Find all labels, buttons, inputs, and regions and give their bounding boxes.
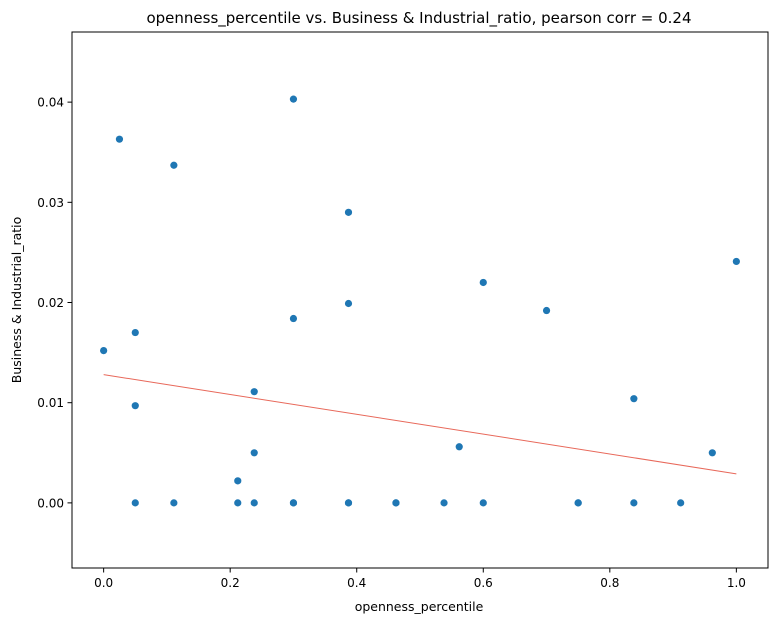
data-point (392, 499, 400, 507)
data-point (250, 388, 258, 396)
y-tick-label: 0.03 (37, 196, 64, 210)
data-point (170, 161, 178, 169)
data-point (234, 499, 242, 507)
data-point (630, 395, 638, 403)
data-point (131, 499, 139, 507)
data-point (542, 306, 551, 315)
trend-line (103, 374, 737, 475)
y-tick-label: 0.02 (37, 296, 64, 310)
data-point (344, 299, 353, 308)
data-point (234, 477, 242, 485)
x-axis-label: openness_percentile (355, 599, 484, 614)
data-point (344, 208, 353, 216)
data-point (289, 499, 298, 507)
data-point (344, 499, 353, 507)
y-tick-label: 0.01 (37, 396, 64, 410)
x-axis: 0.0 0.2 0.4 0.6 0.8 1.0 (94, 568, 746, 590)
data-point (170, 499, 178, 507)
data-point (455, 443, 463, 451)
y-axis: 0.00 0.01 0.02 0.03 0.04 (37, 96, 72, 510)
x-tick-label: 0.8 (600, 576, 619, 590)
data-point (100, 346, 108, 355)
data-point (479, 278, 487, 287)
data-point (289, 314, 298, 323)
data-point (289, 95, 298, 103)
data-point (479, 499, 487, 507)
data-point (131, 328, 139, 337)
data-point (131, 402, 139, 410)
data-point (677, 499, 685, 507)
data-point (250, 449, 258, 457)
data-point (115, 135, 124, 143)
data-point (708, 449, 716, 457)
data-point (250, 499, 258, 507)
chart-title: openness_percentile vs. Business & Indus… (146, 9, 691, 28)
plot-area (100, 95, 740, 507)
data-point (440, 499, 448, 507)
x-tick-label: 0.0 (94, 576, 113, 590)
x-tick-label: 0.4 (347, 576, 366, 590)
data-point (630, 499, 638, 507)
x-tick-label: 1.0 (727, 576, 746, 590)
y-tick-label: 0.00 (37, 496, 64, 510)
y-axis-label: Business & Industrial_ratio (9, 217, 24, 384)
data-point (732, 257, 740, 266)
x-tick-label: 0.6 (474, 576, 493, 590)
y-tick-label: 0.04 (37, 96, 64, 110)
plot-frame (71, 31, 769, 569)
data-point (574, 499, 582, 507)
x-tick-label: 0.2 (221, 576, 240, 590)
